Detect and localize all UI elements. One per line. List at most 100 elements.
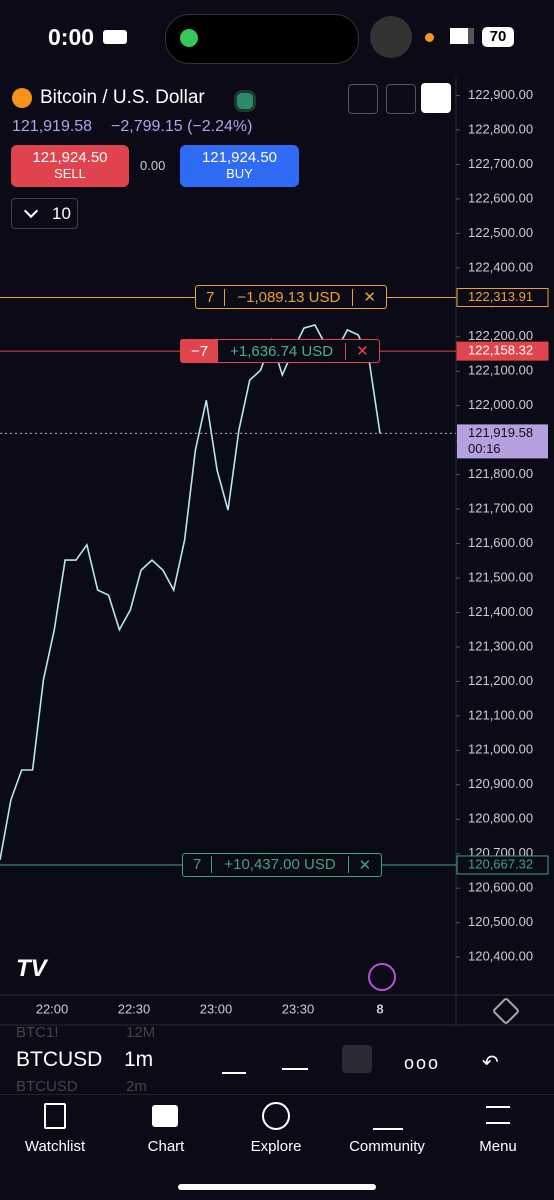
y-tick-label: 121,200.00 [468, 673, 533, 688]
quantity: 10 [52, 204, 71, 223]
undo-button[interactable]: ↶ [482, 1052, 499, 1074]
order-price-label: 122,158.32 [468, 343, 533, 358]
y-tick-label: 121,700.00 [468, 501, 533, 516]
mic-dot [425, 33, 434, 42]
close-order[interactable]: ✕ [356, 343, 369, 361]
y-tick-label: 120,500.00 [468, 914, 533, 929]
prev-interval: 12M [126, 1024, 156, 1041]
indicator-tool[interactable] [282, 1048, 308, 1070]
symbol-title: Bitcoin / U.S. Dollar [40, 87, 205, 108]
chart-icon [152, 1105, 178, 1127]
up-button[interactable] [348, 84, 378, 114]
x-tick-label: 23:30 [282, 1001, 315, 1016]
market-status [234, 90, 256, 112]
chart: 122,900.00 122,800.00 122,700.00 122,600.00… [0, 78, 554, 1026]
current-price-label: 121,919.58 [468, 425, 533, 440]
sell-price: 121,924.50 [32, 149, 108, 166]
order-pnl: −1,089.13 USD [224, 288, 354, 306]
order-price-box [456, 855, 549, 875]
quantity-selector[interactable]: 10 [11, 198, 78, 229]
order-price-label: 122,313.91 [468, 289, 533, 304]
y-tick-label: 122,700.00 [468, 156, 533, 171]
order-pnl: +10,437.00 USD [211, 856, 349, 874]
y-tick-label: 122,000.00 [468, 397, 533, 412]
close-order[interactable]: ✕ [358, 856, 372, 874]
symbol[interactable]: BTCUSD [16, 1048, 103, 1071]
bitcoin-icon [12, 88, 32, 108]
menu-icon [486, 1106, 510, 1124]
battery: 70 [482, 27, 514, 47]
y-tick-label: 122,600.00 [468, 190, 533, 205]
more-tool[interactable]: ooo [404, 1053, 441, 1073]
explore-icon [262, 1102, 290, 1130]
y-tick-label: 120,600.00 [468, 880, 533, 895]
spread: 0.00 [140, 158, 166, 173]
order-price-box [456, 341, 549, 361]
close-order[interactable]: ✕ [363, 289, 376, 307]
y-tick-label: 122,100.00 [468, 363, 533, 378]
y-tick-label: 122,400.00 [468, 259, 533, 274]
down-button[interactable] [386, 84, 416, 114]
x-tick-label: 23:00 [200, 1001, 233, 1016]
nav-item[interactable]: Watchlist [24, 1138, 86, 1155]
order-pnl: +1,636.74 USD [218, 342, 347, 360]
order-pill[interactable]: −7 +1,636.74 USD ✕ [180, 339, 380, 364]
y-tick-label: 120,900.00 [468, 776, 533, 791]
order-pill[interactable]: 7 −1,089.13 USD ✕ [195, 285, 387, 310]
nav-item[interactable]: Menu [479, 1138, 517, 1155]
order-qty: −7 [181, 340, 219, 363]
sleep-icon [103, 30, 127, 44]
order-pill[interactable]: 7 +10,437.00 USD ✕ [182, 852, 383, 877]
y-tick-label: 121,300.00 [468, 638, 533, 653]
next-interval: 2m [126, 1078, 147, 1095]
y-tick-label: 122,800.00 [468, 121, 533, 136]
current-price-box [457, 424, 548, 459]
y-tick-label: 120,400.00 [468, 949, 533, 964]
signal-icon [450, 28, 474, 44]
call-icon [180, 29, 198, 47]
tv-logo: TV [16, 955, 47, 982]
y-tick-label: 122,200.00 [468, 328, 533, 343]
y-tick-label: 121,600.00 [468, 535, 533, 550]
prev-symbol: BTC1! [16, 1024, 59, 1041]
dynamic-island [165, 14, 359, 64]
fullscreen-button[interactable] [421, 83, 451, 113]
last-price: 121,919.58 [12, 118, 93, 135]
tv-tool[interactable] [342, 1045, 372, 1073]
price-line [0, 324, 381, 861]
sell-button[interactable]: 121,924.50 SELL [11, 145, 129, 187]
y-tick-label: 121,100.00 [468, 707, 533, 722]
x-tick-label: 8 [376, 1001, 383, 1016]
countdown: 00:16 [468, 441, 501, 456]
chevron [23, 203, 39, 219]
sell-label: SELL [54, 166, 86, 181]
lightning-button[interactable] [368, 963, 396, 991]
nav-item[interactable]: Chart [147, 1138, 185, 1155]
order-qty: 7 [193, 856, 202, 874]
y-tick-label: 121,000.00 [468, 742, 533, 757]
buy-price: 121,924.50 [201, 149, 278, 166]
divider [0, 1094, 554, 1095]
buy-label: BUY [226, 166, 253, 181]
order-price-box [456, 287, 549, 307]
x-tick-label: 22:00 [36, 1001, 69, 1016]
order-qty: 7 [206, 288, 215, 306]
interval[interactable]: 1m [124, 1048, 154, 1071]
nav-item[interactable]: Explore [250, 1138, 302, 1155]
y-tick-label: 122,900.00 [468, 87, 533, 102]
nav-item[interactable]: Community [349, 1138, 425, 1155]
y-tick-label: 121,800.00 [468, 466, 533, 481]
next-symbol: BTCUSD [16, 1078, 78, 1095]
order-price-label: 120,667.32 [468, 856, 533, 871]
y-tick-label: 120,800.00 [468, 811, 533, 826]
x-tick-label: 22:30 [118, 1001, 151, 1016]
clock: 0:00 [48, 24, 95, 50]
y-tick-label: 121,500.00 [468, 569, 533, 584]
y-tick-label: 122,500.00 [468, 225, 533, 240]
price-change: −2,799.15 (−2.24%) [111, 118, 253, 135]
draw-tool[interactable] [222, 1048, 246, 1074]
buy-button[interactable]: 121,924.50 BUY [180, 145, 299, 187]
flashlight-icon [370, 16, 412, 58]
watchlist-icon [44, 1103, 66, 1129]
